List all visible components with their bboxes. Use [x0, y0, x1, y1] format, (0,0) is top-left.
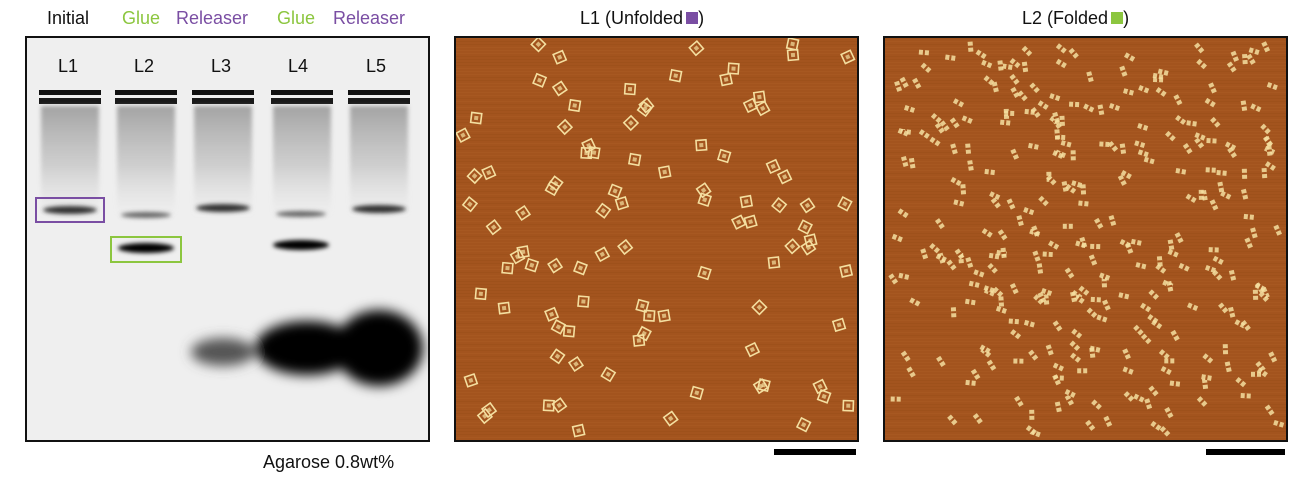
- well-l5: [348, 90, 410, 95]
- origami-particle: [1004, 111, 1014, 116]
- origami-particle: [465, 374, 478, 387]
- afm-l1-svg: [456, 38, 857, 440]
- origami-particle: [1266, 145, 1272, 155]
- gel-header-releaser-1: Releaser: [176, 8, 248, 29]
- origami-particle: [1091, 297, 1101, 303]
- origami-particle: [1024, 109, 1034, 115]
- origami-particle: [1244, 214, 1254, 220]
- scale-bar-l2: [1206, 449, 1285, 455]
- origami-particle: [1029, 410, 1034, 420]
- origami-particle: [1090, 244, 1100, 249]
- afm-l2-svg: [885, 38, 1286, 440]
- origami-particle: [1223, 344, 1228, 354]
- band-l3: [196, 204, 250, 212]
- scale-bar-l1: [774, 449, 856, 455]
- gel-header-glue-1: Glue: [122, 8, 160, 29]
- origami-particle: [1216, 170, 1226, 176]
- origami-particle: [1206, 167, 1216, 173]
- afm-l1-swatch: [686, 12, 698, 24]
- origami-particle: [960, 184, 966, 194]
- lane-label-l5: L5: [356, 56, 396, 77]
- afm-title-l2: L2 (Folded): [1022, 8, 1129, 29]
- origami-particle: [1009, 319, 1019, 325]
- afm-image-l1-unfolded: [454, 36, 859, 442]
- origami-particle: [891, 397, 901, 402]
- well-l2: [115, 90, 177, 95]
- origami-particle: [965, 144, 971, 154]
- well-l1: [39, 90, 101, 95]
- lane-label-l3: L3: [201, 56, 241, 77]
- gel-svg: [27, 38, 428, 440]
- origami-particle: [1059, 116, 1065, 126]
- gel-smears: [41, 106, 408, 216]
- blob-l5: [335, 310, 423, 386]
- origami-particle: [1054, 129, 1060, 139]
- origami-particle: [965, 380, 975, 386]
- lane-label-l4: L4: [278, 56, 318, 77]
- origami-particle: [1071, 150, 1076, 160]
- lane-label-l1: L1: [48, 56, 88, 77]
- afm-title-l1-text: L1 (Unfolded: [580, 8, 683, 28]
- origami-particle: [1251, 372, 1261, 377]
- lane-label-l2: L2: [124, 56, 164, 77]
- gel-header-glue-2: Glue: [277, 8, 315, 29]
- origami-particle: [1262, 168, 1268, 178]
- afm-l2-swatch: [1111, 12, 1123, 24]
- origami-particle: [1081, 184, 1087, 194]
- origami-particle: [919, 50, 929, 56]
- gel-header-initial: Initial: [47, 8, 89, 29]
- afm-title-l2-text: L2 (Folded: [1022, 8, 1108, 28]
- origami-particle: [968, 42, 974, 52]
- origami-particle: [1063, 224, 1073, 229]
- origami-particle: [1069, 102, 1079, 108]
- origami-particle: [951, 307, 957, 317]
- well-l4: [271, 90, 333, 95]
- origami-particle: [998, 296, 1004, 306]
- origami-particle: [1206, 138, 1216, 144]
- origami-particle: [1199, 190, 1204, 200]
- origami-particle: [1242, 169, 1247, 179]
- origami-particle: [1253, 290, 1258, 300]
- gel-header-releaser-2: Releaser: [333, 8, 405, 29]
- afm-title-l1: L1 (Unfolded): [580, 8, 704, 29]
- origami-particle: [1078, 200, 1088, 206]
- gel-caption: Agarose 0.8wt%: [263, 452, 394, 473]
- origami-particle: [1241, 393, 1251, 399]
- origami-particle: [1013, 359, 1023, 364]
- band-l4-folded: [273, 240, 329, 250]
- band-l2-folded: [118, 243, 174, 253]
- origami-particle: [1000, 120, 1010, 126]
- origami-particle: [1164, 358, 1174, 363]
- band-l1-unfolded: [43, 206, 97, 214]
- blob-l3: [191, 338, 255, 366]
- band-l5: [352, 205, 406, 213]
- origami-particle: [1209, 247, 1219, 252]
- origami-particle: [1089, 347, 1095, 357]
- band-l4-upper: [276, 211, 326, 217]
- origami-particle: [1043, 252, 1053, 258]
- afm-image-l2-folded: [883, 36, 1288, 442]
- band-l2-upper: [121, 212, 171, 218]
- afm-title-l2-end: ): [1123, 8, 1129, 28]
- afm-title-l1-end: ): [698, 8, 704, 28]
- origami-particle: [1077, 368, 1087, 373]
- well-l3: [192, 90, 254, 95]
- origami-particle: [1242, 54, 1248, 64]
- gel-image: [25, 36, 430, 442]
